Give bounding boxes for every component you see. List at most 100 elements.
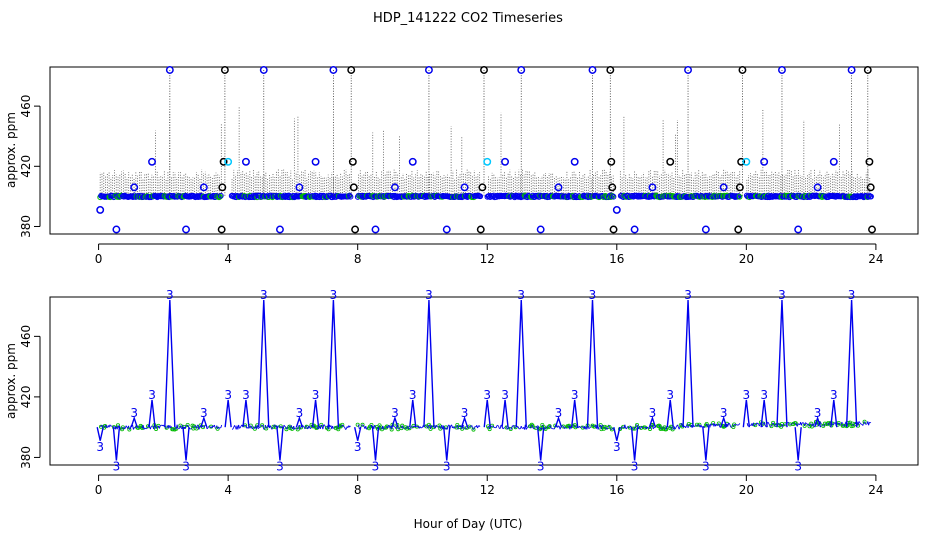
- baseline-segment: [609, 426, 611, 429]
- x-tick-label: 0: [95, 252, 103, 266]
- bottom-y-axis-label: approx. ppm: [4, 343, 18, 419]
- point-label: 3: [276, 459, 284, 473]
- baseline-segment: [857, 421, 860, 426]
- baseline-segment: [805, 422, 807, 424]
- baseline-segment: [256, 425, 259, 429]
- baseline-point: [346, 192, 353, 199]
- data-point: [217, 225, 226, 234]
- data-point: [311, 157, 320, 166]
- spike-line: [258, 299, 270, 428]
- baseline-segment: [868, 422, 870, 426]
- baseline-segment: [746, 422, 749, 427]
- baseline-segment: [549, 425, 552, 429]
- baseline-marker: [809, 424, 814, 429]
- point-label: 3: [200, 406, 208, 420]
- spike-line: [423, 299, 435, 428]
- baseline-segment: [461, 424, 464, 429]
- baseline-segment: [763, 422, 766, 425]
- data-point: [742, 157, 751, 166]
- baseline-segment: [536, 425, 538, 428]
- baseline-segment: [465, 427, 468, 430]
- baseline-segment: [630, 425, 632, 428]
- baseline-marker: [731, 425, 736, 430]
- baseline-segment: [677, 424, 679, 428]
- baseline-segment: [232, 427, 235, 429]
- spike-line: [845, 299, 858, 428]
- x-tick-label: 12: [480, 252, 495, 266]
- data-point: [148, 157, 156, 166]
- baseline-marker: [271, 424, 276, 429]
- baseline-marker: [769, 424, 774, 429]
- spike-line: [536, 427, 545, 461]
- baseline-segment: [685, 425, 687, 429]
- x-tick-label: 16: [609, 252, 624, 266]
- point-label: 3: [354, 440, 362, 454]
- baseline-segment: [492, 425, 495, 428]
- baseline-marker: [290, 426, 295, 431]
- baseline-marker: [592, 424, 597, 429]
- baseline-marker: [299, 425, 304, 430]
- baseline-segment: [544, 428, 546, 430]
- point-label: 3: [631, 459, 639, 473]
- point-label: 3: [720, 406, 728, 420]
- baseline-marker: [845, 423, 850, 428]
- baseline-segment: [231, 428, 234, 430]
- spike-line: [702, 427, 710, 461]
- baseline-segment: [718, 423, 721, 427]
- point-label: 3: [794, 459, 802, 473]
- baseline-segment: [206, 427, 209, 430]
- baseline-segment: [495, 425, 498, 428]
- baseline-segment: [265, 427, 268, 429]
- data-point: [329, 66, 338, 74]
- baseline-segment: [600, 425, 603, 430]
- baseline-segment: [772, 422, 775, 425]
- y-tick-label: 380: [19, 446, 33, 469]
- data-point: [424, 66, 433, 74]
- spike-line: [164, 299, 176, 428]
- baseline-segment: [529, 425, 531, 427]
- spike-line: [443, 427, 451, 461]
- bottom-y-axis: 380 420 460: [19, 325, 41, 469]
- baseline-segment: [754, 423, 757, 426]
- baseline-segment: [341, 424, 344, 426]
- data-point: [259, 66, 268, 74]
- point-label: 3: [702, 459, 710, 473]
- baseline-segment: [124, 427, 126, 430]
- baseline-segment: [297, 426, 300, 430]
- data-point: [735, 183, 744, 192]
- point-label: 3: [443, 459, 451, 473]
- data-point: [348, 157, 357, 166]
- baseline-segment: [767, 422, 770, 425]
- baseline-marker: [670, 427, 675, 432]
- x-tick-label: 16: [609, 483, 624, 497]
- data-point: [96, 205, 105, 214]
- baseline-point: [609, 193, 616, 199]
- baseline-segment: [144, 427, 146, 429]
- top-points: [96, 66, 876, 234]
- data-point: [608, 183, 617, 192]
- baseline-marker: [336, 427, 341, 432]
- baseline-segment: [782, 425, 784, 427]
- data-point: [630, 225, 639, 234]
- baseline-segment: [548, 425, 550, 428]
- baseline-segment: [447, 425, 449, 429]
- baseline-marker: [632, 426, 637, 431]
- point-label: 3: [461, 406, 469, 420]
- x-tick-label: 24: [868, 252, 883, 266]
- baseline-segment: [161, 424, 163, 427]
- point-label: 3: [517, 288, 525, 302]
- baseline-segment: [320, 424, 323, 427]
- baseline-segment: [497, 425, 499, 427]
- baseline-segment: [839, 423, 841, 426]
- baseline-segment: [606, 427, 609, 430]
- baseline-segment: [491, 425, 494, 427]
- spike-line: [224, 399, 232, 428]
- baseline-segment: [332, 425, 334, 429]
- baseline-segment: [478, 425, 481, 428]
- baseline-segment: [349, 425, 351, 428]
- baseline-segment: [858, 421, 861, 423]
- data-point: [478, 183, 487, 192]
- baseline-segment: [142, 424, 145, 430]
- data-point: [847, 66, 856, 74]
